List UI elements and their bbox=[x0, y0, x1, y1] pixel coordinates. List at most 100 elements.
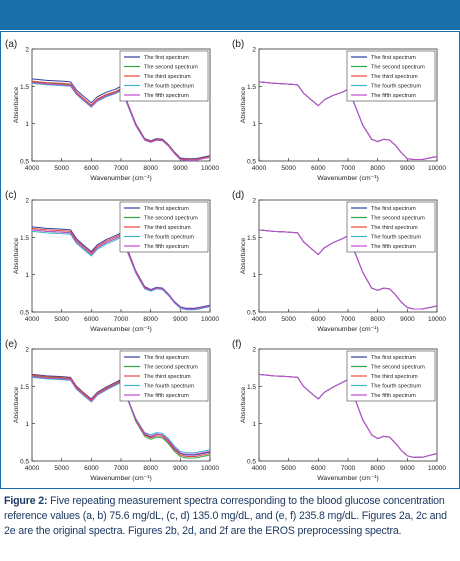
y-tick-label: 1 bbox=[25, 121, 29, 128]
x-tick-label: 8000 bbox=[143, 465, 158, 472]
legend-entry: The fifth spectrum bbox=[371, 93, 416, 99]
x-tick-label: 4000 bbox=[25, 165, 40, 172]
figure-label: Figure 2: bbox=[4, 495, 48, 507]
panel-e: (e) 4000 5000 6000 7000 8000 9000 10000 0.5 1 1.5 2… bbox=[5, 339, 219, 482]
x-axis-label: Wavenumber (cm⁻¹) bbox=[317, 475, 379, 482]
x-tick-label: 6000 bbox=[311, 165, 326, 172]
x-tick-label: 9000 bbox=[173, 165, 188, 172]
legend-entry: The second spectrum bbox=[144, 65, 198, 71]
legend-entry: The fourth spectrum bbox=[144, 235, 194, 241]
y-tick-label: 1.5 bbox=[20, 84, 29, 91]
x-tick-label: 6000 bbox=[84, 165, 99, 172]
legend-entry: The fourth spectrum bbox=[371, 384, 421, 390]
y-axis-label: Absorbance bbox=[13, 238, 20, 274]
legend-entry: The third spectrum bbox=[144, 74, 191, 80]
legend-entry: The first spectrum bbox=[371, 55, 416, 61]
legend-entry: The first spectrum bbox=[144, 55, 189, 61]
x-tick-label: 7000 bbox=[114, 165, 129, 172]
legend: The first spectrum The second spectrum The… bbox=[346, 201, 436, 253]
x-tick-label: 10000 bbox=[428, 465, 446, 472]
legend-entry: The fifth spectrum bbox=[371, 393, 416, 399]
legend-entry: The third spectrum bbox=[144, 374, 191, 380]
legend-entry: The third spectrum bbox=[144, 225, 191, 231]
x-tick-label: 4000 bbox=[252, 465, 267, 472]
x-tick-label: 4000 bbox=[25, 465, 40, 472]
y-tick-label: 0.5 bbox=[20, 310, 29, 317]
x-tick-label: 6000 bbox=[84, 316, 99, 323]
panel-label: (c) bbox=[5, 190, 17, 201]
y-tick-label: 2 bbox=[252, 198, 256, 205]
y-axis-label: Absorbance bbox=[13, 87, 20, 123]
x-tick-label: 10000 bbox=[201, 316, 219, 323]
y-tick-label: 0.5 bbox=[247, 159, 256, 166]
y-tick-label: 2 bbox=[25, 47, 29, 54]
x-tick-label: 6000 bbox=[311, 316, 326, 323]
caption-line-1: Figure 2: Five repeating measurement spe… bbox=[4, 494, 456, 509]
x-tick-label: 10000 bbox=[201, 465, 219, 472]
legend: The first spectrum The second spectrum The… bbox=[119, 50, 209, 102]
legend-entry: The first spectrum bbox=[144, 355, 189, 361]
panel-label: (a) bbox=[5, 39, 17, 50]
x-axis-label: Wavenumber (cm⁻¹) bbox=[90, 326, 152, 333]
x-tick-label: 4000 bbox=[25, 316, 40, 323]
y-axis-label: Absorbance bbox=[13, 387, 20, 423]
legend-entry: The fifth spectrum bbox=[144, 393, 189, 399]
legend-entry: The fourth spectrum bbox=[144, 384, 194, 390]
x-axis-label: Wavenumber (cm⁻¹) bbox=[90, 175, 152, 182]
legend-entry: The third spectrum bbox=[371, 374, 418, 380]
x-axis-label: Wavenumber (cm⁻¹) bbox=[317, 175, 379, 182]
header-bar bbox=[0, 0, 460, 30]
legend: The first spectrum The second spectrum The… bbox=[346, 350, 436, 402]
figure-caption: Figure 2: Five repeating measurement spe… bbox=[4, 494, 456, 539]
panel-label: (f) bbox=[232, 339, 241, 350]
panel-d: (d) 4000 5000 6000 7000 8000 9000 10000 0.5 1 1.5 2… bbox=[232, 190, 446, 333]
y-tick-label: 1 bbox=[252, 121, 256, 128]
y-tick-label: 2 bbox=[252, 347, 256, 354]
legend: The first spectrum The second spectrum The… bbox=[346, 50, 436, 102]
x-tick-label: 7000 bbox=[341, 465, 356, 472]
legend-entry: The fourth spectrum bbox=[371, 84, 421, 90]
x-tick-label: 10000 bbox=[201, 165, 219, 172]
panel-label: (d) bbox=[232, 190, 244, 201]
x-tick-label: 5000 bbox=[281, 165, 296, 172]
y-tick-label: 2 bbox=[25, 347, 29, 354]
x-tick-label: 9000 bbox=[173, 316, 188, 323]
spectra-figure: (a) 4000 5000 6000 7000 8000 9000 10000 0.5 1 1.5 2… bbox=[5, 39, 446, 482]
legend-entry: The fourth spectrum bbox=[371, 235, 421, 241]
y-tick-label: 1.5 bbox=[20, 235, 29, 242]
legend-entry: The third spectrum bbox=[371, 74, 418, 80]
y-tick-label: 1.5 bbox=[247, 384, 256, 391]
x-tick-label: 5000 bbox=[54, 165, 69, 172]
y-axis-label: Absorbance bbox=[240, 87, 247, 123]
x-tick-label: 8000 bbox=[370, 316, 385, 323]
x-tick-label: 7000 bbox=[114, 316, 129, 323]
y-tick-label: 0.5 bbox=[20, 159, 29, 166]
y-tick-label: 2 bbox=[252, 47, 256, 54]
legend: The first spectrum The second spectrum The… bbox=[119, 350, 209, 402]
caption-line-3: 2e are the original spectra. Figures 2b,… bbox=[4, 525, 402, 537]
x-tick-label: 9000 bbox=[400, 465, 415, 472]
x-tick-label: 5000 bbox=[281, 316, 296, 323]
y-tick-label: 1 bbox=[252, 421, 256, 428]
y-tick-label: 1 bbox=[25, 421, 29, 428]
legend-entry: The second spectrum bbox=[144, 216, 198, 222]
y-tick-label: 0.5 bbox=[20, 459, 29, 466]
y-tick-label: 1.5 bbox=[20, 384, 29, 391]
y-tick-label: 0.5 bbox=[247, 459, 256, 466]
legend-entry: The fifth spectrum bbox=[371, 244, 416, 250]
legend-entry: The fourth spectrum bbox=[144, 84, 194, 90]
panel-c: (c) 4000 5000 6000 7000 8000 9000 10000 0.5 1 1.5 2… bbox=[5, 190, 219, 333]
x-tick-label: 6000 bbox=[311, 465, 326, 472]
panel-f: (f) 4000 5000 6000 7000 8000 9000 10000 0.5 1 1.5 2… bbox=[232, 339, 446, 482]
legend-entry: The fifth spectrum bbox=[144, 244, 189, 250]
x-axis-label: Wavenumber (cm⁻¹) bbox=[90, 475, 152, 482]
y-axis-label: Absorbance bbox=[240, 387, 247, 423]
x-tick-label: 9000 bbox=[173, 465, 188, 472]
legend-entry: The second spectrum bbox=[371, 365, 425, 371]
panel-b: (b) 4000 5000 6000 7000 8000 9000 10000 0.5 1 1.5 2… bbox=[232, 39, 446, 182]
x-tick-label: 4000 bbox=[252, 316, 267, 323]
y-axis-label: Absorbance bbox=[240, 238, 247, 274]
panel-a: (a) 4000 5000 6000 7000 8000 9000 10000 0.5 1 1.5 2… bbox=[5, 39, 219, 182]
y-tick-label: 1 bbox=[25, 272, 29, 279]
panel-label: (b) bbox=[232, 39, 244, 50]
